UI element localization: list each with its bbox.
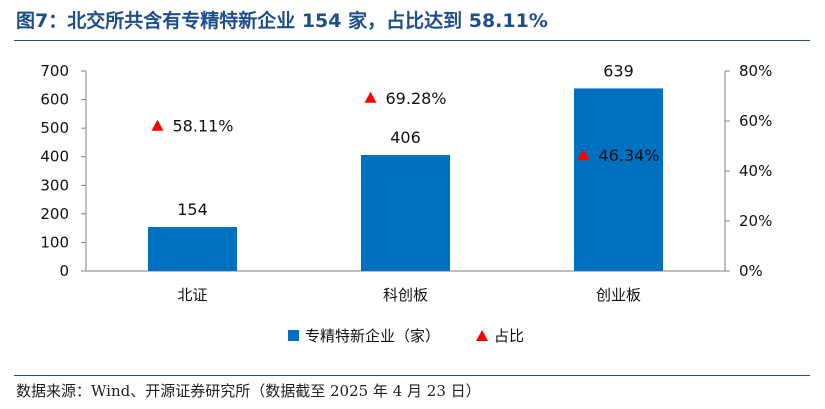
legend-bar-label: 专精特新企业（家）: [305, 327, 440, 345]
left-tick-label: 0: [59, 262, 69, 280]
left-tick-label: 200: [40, 205, 69, 223]
bar: [574, 88, 663, 271]
triangle-marker: [364, 91, 377, 103]
category-labels: 北证 科创板 创业板: [177, 286, 641, 304]
legend-ratio-label: 占比: [494, 327, 524, 345]
title-rule: [14, 40, 810, 41]
ratio-value-label: 58.11%: [173, 117, 234, 136]
bars: 154 406 639: [148, 61, 663, 271]
left-tick-label: 400: [40, 148, 69, 166]
right-tick-label: 80%: [739, 62, 772, 80]
left-tick-label: 600: [40, 91, 69, 109]
triangle-marker: [151, 119, 164, 131]
ratio-value-label: 46.34%: [599, 146, 660, 165]
right-tick-label: 20%: [739, 212, 772, 230]
right-tick-label: 0%: [739, 262, 763, 280]
left-axis-ticks: 0 100 200 300 400 500 600 700: [40, 62, 86, 280]
bar-value-label: 639: [603, 61, 634, 80]
source-note: 数据来源：Wind、开源证券研究所（数据截至 2025 年 4 月 23 日）: [16, 382, 481, 400]
bar: [361, 155, 450, 271]
legend-triangle-icon: [476, 330, 488, 341]
ratio-value-label: 69.28%: [386, 89, 447, 108]
chart-title: 图7：北交所共含有专精特新企业 154 家，占比达到 58.11%: [16, 10, 548, 32]
legend: 专精特新企业（家） 占比: [288, 327, 524, 345]
left-tick-label: 700: [40, 62, 69, 80]
ratio-markers: 58.11% 69.28% 46.34%: [151, 89, 660, 165]
category-label: 科创板: [383, 286, 428, 304]
right-tick-label: 60%: [739, 112, 772, 130]
right-axis-ticks: 0% 20% 40% 60% 80%: [725, 62, 772, 280]
left-tick-label: 100: [40, 233, 69, 251]
bar: [148, 227, 237, 271]
left-tick-label: 500: [40, 119, 69, 137]
bar-value-label: 406: [390, 128, 421, 147]
triangle-marker: [577, 149, 590, 161]
left-tick-label: 300: [40, 176, 69, 194]
category-label: 北证: [177, 286, 207, 304]
bar-value-label: 154: [177, 200, 208, 219]
legend-bar-swatch: [288, 330, 299, 341]
source-rule: [14, 375, 810, 376]
category-label: 创业板: [596, 286, 641, 304]
chart-svg: 0 100 200 300 400 500 600 700 0% 20% 40% 60% 80% 15…: [40, 61, 772, 345]
right-tick-label: 40%: [739, 162, 772, 180]
